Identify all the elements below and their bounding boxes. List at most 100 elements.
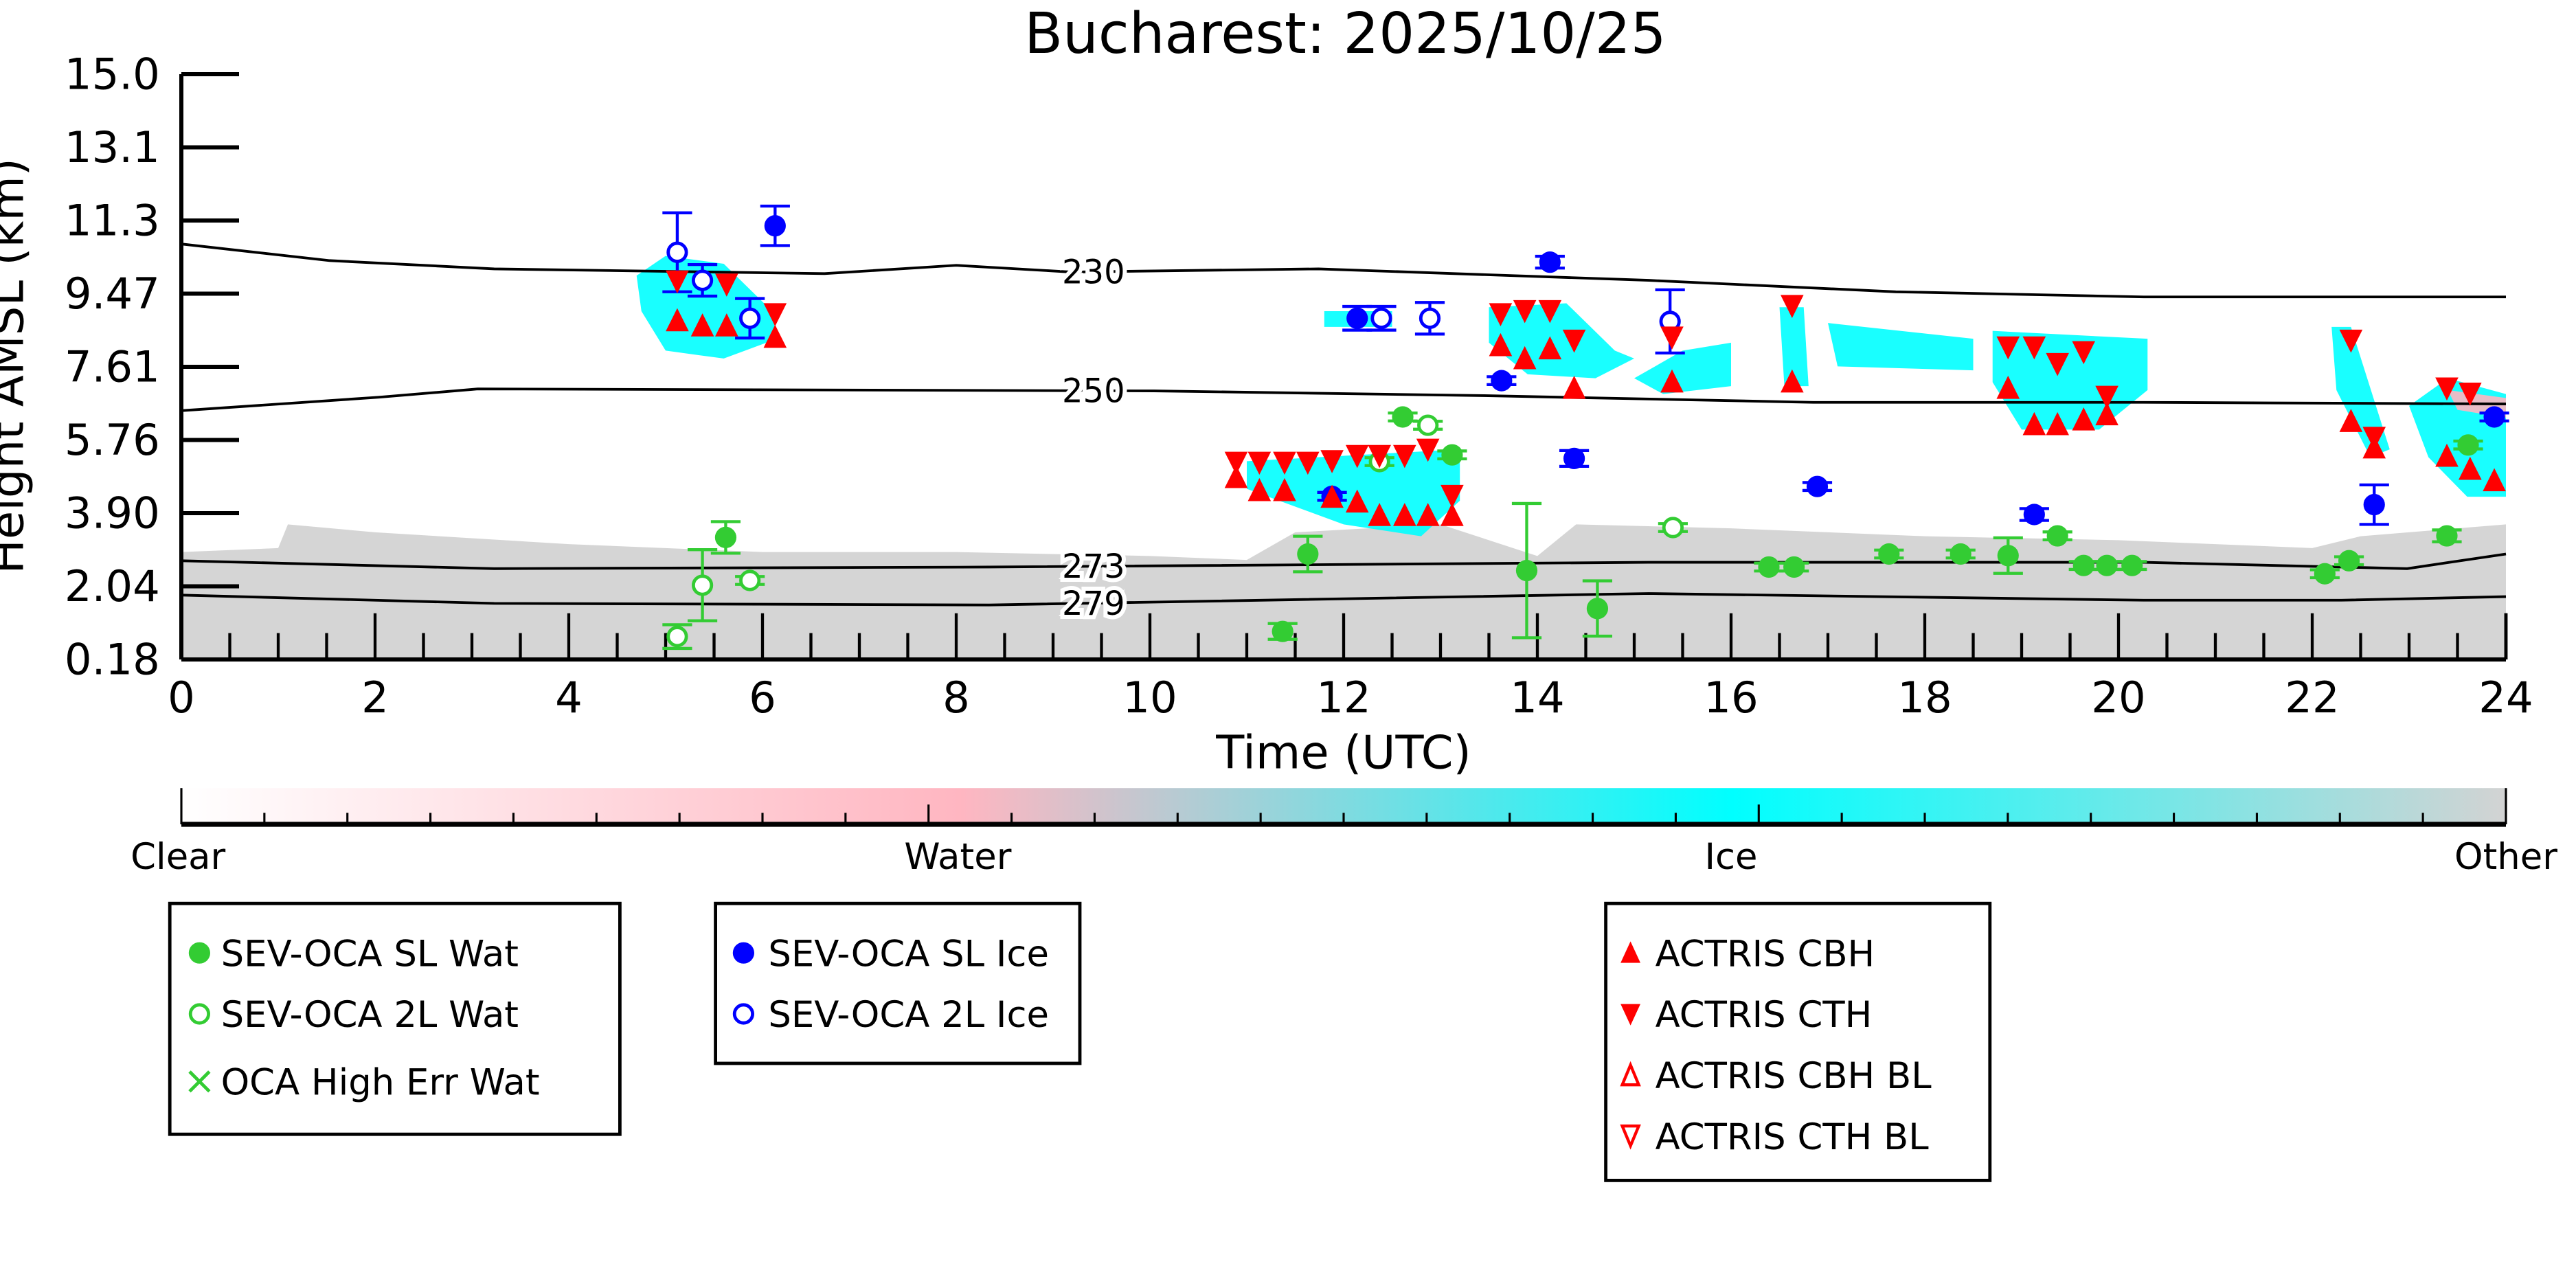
data-point-sev-oca-sl-wat [1586, 598, 1609, 620]
data-point-actris-cth [1247, 451, 1272, 475]
data-point-sev-oca-sl-ice [2483, 406, 2505, 428]
data-point-sev-oca-2l-ice [691, 269, 714, 291]
temperature-contour-273 [181, 552, 2507, 570]
y-tick-label: 5.76 [65, 415, 160, 465]
legend-marker-sl-wat [188, 942, 210, 964]
data-point-sev-oca-sl-wat [1950, 543, 1971, 565]
legend-marker-2l-wat [188, 1003, 210, 1025]
data-point-actris-cth [1393, 444, 1416, 468]
data-point-sev-oca-sl-ice [1539, 251, 1561, 273]
data-point-actris-cth [2459, 382, 2482, 406]
cloud-region-ice [1992, 330, 2148, 430]
colorbar: Clear Water Ice Other [131, 788, 2557, 878]
data-point-actris-cth [1416, 438, 1440, 462]
data-point-actris-cbh [666, 308, 689, 332]
x-axis-label: Time (UTC) [1215, 725, 1471, 779]
data-point-sev-oca-sl-wat [2314, 563, 2336, 585]
data-point-actris-cth [1368, 444, 1391, 468]
cloud-region-ice [1828, 323, 1974, 371]
x-tick-label: 18 [1897, 673, 1952, 723]
data-point-actris-cbh [1440, 503, 1464, 526]
data-point-sev-oca-sl-ice [1806, 475, 1829, 497]
data-point-actris-cth [2095, 385, 2119, 409]
legend-marker-cth [1620, 1004, 1640, 1026]
legend-label: OCA High Err Wat [221, 1062, 540, 1104]
data-point-actris-cth [1513, 300, 1537, 324]
data-point-sev-oca-sl-wat [1878, 543, 1900, 565]
legend-water: SEV-OCA SL Wat SEV-OCA 2L Wat OCA High E… [168, 901, 622, 1136]
data-point-actris-cbh [1781, 369, 1804, 393]
data-point-sev-oca-sl-ice [764, 215, 786, 237]
y-tick-label: 7.61 [65, 342, 160, 392]
data-point-actris-cbh [1513, 346, 1537, 370]
data-point-sev-oca-sl-ice [1346, 307, 1368, 329]
data-point-sev-oca-sl-ice [2023, 504, 2045, 526]
data-point-actris-cth [1781, 295, 1804, 318]
legend-label: ACTRIS CTH BL [1656, 1116, 1930, 1158]
cloud-region-ice [1779, 307, 1809, 387]
data-point-sev-oca-sl-wat [2072, 554, 2094, 576]
data-point-actris-cth [1440, 484, 1464, 508]
data-point-sev-oca-sl-wat [2436, 525, 2458, 547]
temperature-contour-279 [181, 592, 2507, 607]
legend-label: ACTRIS CBH BL [1656, 1055, 1932, 1097]
data-point-actris-cth [1320, 450, 1344, 473]
data-point-sev-oca-sl-wat [714, 526, 737, 548]
data-point-actris-cbh [2046, 411, 2069, 436]
data-point-actris-cbh [1489, 332, 1513, 357]
data-point-actris-cbh [2095, 402, 2119, 426]
x-tick-label: 14 [1510, 673, 1564, 723]
y-tick-label: 11.3 [65, 196, 160, 246]
temperature-contour-250 [181, 387, 2507, 412]
data-point-actris-cth [2339, 329, 2363, 353]
data-point-actris-cbh [715, 313, 738, 337]
y-tick-label: 13.1 [65, 122, 160, 172]
data-point-actris-cbh [1368, 503, 1391, 526]
legend-marker-2l-ice [732, 1003, 754, 1025]
legend-label: ACTRIS CTH [1656, 994, 1873, 1036]
data-point-actris-cth [2362, 427, 2386, 450]
legend-label: SEV-OCA SL Ice [768, 933, 1049, 975]
data-point-sev-oca-sl-wat [1515, 560, 1538, 582]
x-tick-label: 20 [2091, 673, 2145, 723]
data-point-sev-oca-sl-ice [2363, 494, 2385, 516]
data-point-actris-cbh [2459, 456, 2482, 480]
data-point-actris-cbh [1393, 503, 1416, 526]
x-tick-label: 8 [942, 673, 970, 723]
legend-marker-sl-ice [732, 942, 754, 964]
x-tick-label: 6 [749, 673, 776, 723]
data-point-sev-oca-sl-ice [1563, 447, 1585, 469]
data-point-sev-oca-sl-wat [1392, 406, 1414, 428]
data-point-sev-oca-sl-wat [1997, 545, 2019, 567]
colorbar-label-other: Other [2454, 836, 2557, 878]
data-point-sev-oca-2l-ice [1370, 307, 1392, 329]
data-point-sev-oca-sl-wat [2096, 554, 2118, 576]
legend-ice: SEV-OCA SL Ice SEV-OCA 2L Ice [714, 901, 1082, 1065]
y-tick-label: 0.18 [65, 635, 160, 685]
legend-marker-high-err-wat [188, 1070, 211, 1093]
data-point-actris-cth [763, 303, 787, 327]
data-point-actris-cth [2022, 336, 2046, 360]
data-point-sev-oca-sl-wat [1758, 556, 1780, 578]
legend-label: SEV-OCA 2L Wat [221, 994, 519, 1036]
data-point-actris-cbh [1660, 369, 1684, 393]
data-point-sev-oca-sl-wat [1441, 444, 1463, 466]
legend-marker-cbh [1620, 941, 1640, 963]
data-point-actris-cth [1296, 451, 1320, 475]
x-tick-label: 4 [555, 673, 583, 723]
chart-title: Bucharest: 2025/10/25 [1024, 1, 1666, 67]
data-point-sev-oca-2l-wat [739, 569, 761, 591]
data-point-actris-cbh [2022, 411, 2046, 436]
data-point-sev-oca-2l-ice [1419, 307, 1441, 329]
data-point-sev-oca-sl-wat [2046, 525, 2068, 547]
data-point-actris-cth [1562, 329, 1586, 353]
data-point-actris-cth [1538, 300, 1562, 324]
data-point-actris-cbh [1562, 375, 1586, 399]
data-point-actris-cth [2435, 377, 2459, 401]
data-point-actris-cbh [1320, 484, 1344, 508]
data-point-actris-cbh [1247, 477, 1272, 501]
data-point-actris-cth [1996, 336, 2020, 360]
data-point-sev-oca-sl-wat [1297, 543, 1319, 565]
colorbar-label-clear: Clear [131, 836, 225, 878]
data-point-actris-cth [1660, 326, 1684, 350]
